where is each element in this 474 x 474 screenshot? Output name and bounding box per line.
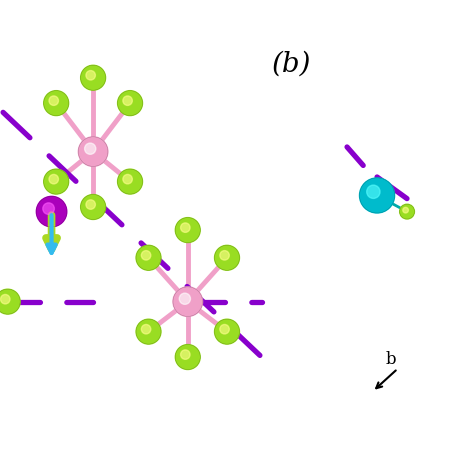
Circle shape xyxy=(86,200,95,210)
Circle shape xyxy=(123,96,132,105)
Circle shape xyxy=(181,223,190,232)
Circle shape xyxy=(403,207,409,213)
Circle shape xyxy=(118,169,143,194)
Circle shape xyxy=(175,218,200,243)
Circle shape xyxy=(44,169,69,194)
Circle shape xyxy=(141,325,151,334)
Circle shape xyxy=(44,91,69,116)
Circle shape xyxy=(86,71,95,80)
Circle shape xyxy=(118,91,143,116)
Circle shape xyxy=(181,350,190,359)
Circle shape xyxy=(81,65,106,90)
Circle shape xyxy=(141,251,151,260)
Circle shape xyxy=(78,137,108,166)
Circle shape xyxy=(220,251,229,260)
Circle shape xyxy=(49,174,58,184)
Circle shape xyxy=(175,345,200,370)
Circle shape xyxy=(179,293,191,304)
Circle shape xyxy=(136,319,161,344)
Circle shape xyxy=(36,196,67,227)
Circle shape xyxy=(215,319,239,344)
Circle shape xyxy=(400,204,414,219)
Circle shape xyxy=(81,194,106,219)
Circle shape xyxy=(359,178,394,213)
Circle shape xyxy=(0,294,10,304)
Circle shape xyxy=(215,246,239,270)
Circle shape xyxy=(0,289,20,314)
Circle shape xyxy=(173,287,202,317)
Text: (b): (b) xyxy=(272,50,311,77)
Circle shape xyxy=(367,185,380,199)
Circle shape xyxy=(43,203,55,214)
Circle shape xyxy=(123,174,132,184)
Circle shape xyxy=(84,143,96,155)
Circle shape xyxy=(136,246,161,270)
Circle shape xyxy=(49,96,58,105)
Circle shape xyxy=(220,325,229,334)
Text: b: b xyxy=(385,351,396,368)
